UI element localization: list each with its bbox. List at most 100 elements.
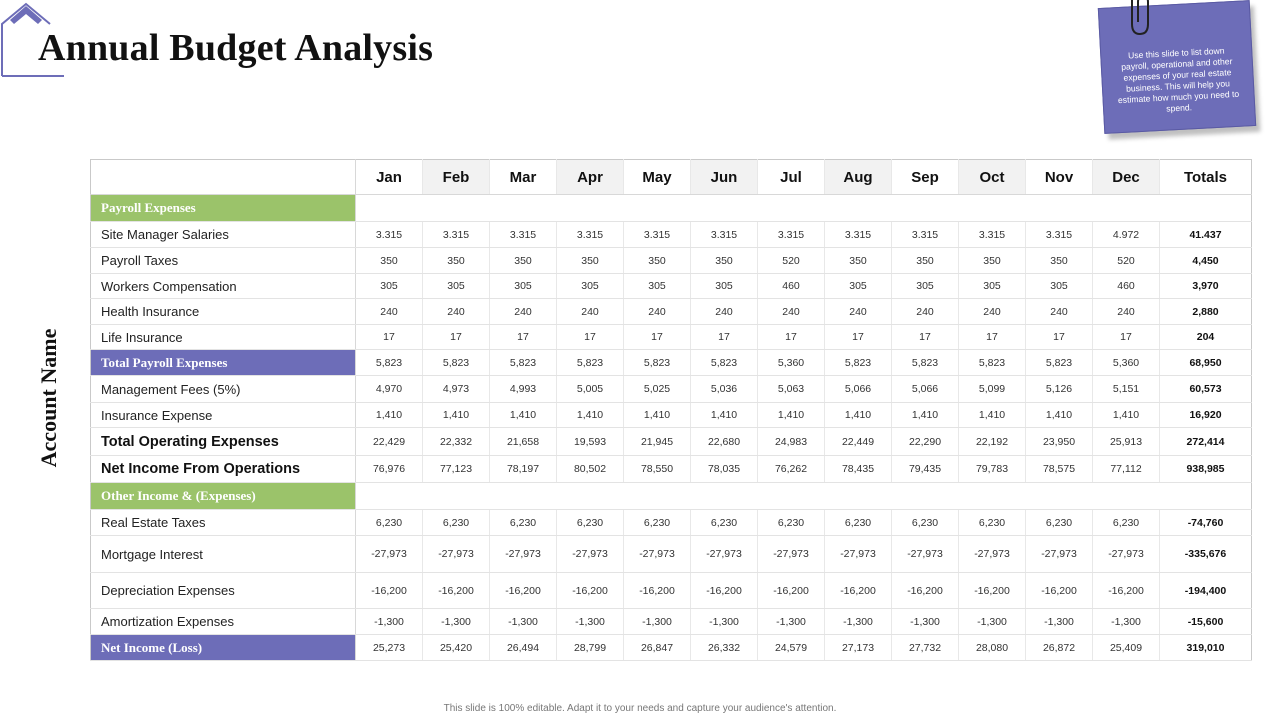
value-cell: 80,502 [556, 455, 624, 483]
value-cell: 305 [690, 273, 758, 299]
value-cell: 3.315 [355, 221, 423, 248]
total-cell: 3,970 [1159, 273, 1252, 299]
value-cell: 3.315 [489, 221, 557, 248]
header-corner [90, 159, 356, 195]
value-cell: 26,332 [690, 634, 758, 661]
total-cell: 204 [1159, 324, 1252, 350]
value-cell: -16,200 [824, 572, 892, 609]
value-cell: -1,300 [355, 608, 423, 635]
value-cell: 5,823 [690, 349, 758, 376]
value-cell: -1,300 [824, 608, 892, 635]
value-cell: 305 [1025, 273, 1093, 299]
row-label: Health Insurance [90, 298, 356, 325]
total-cell: 938,985 [1159, 455, 1252, 483]
value-cell: 27,173 [824, 634, 892, 661]
section-row: Payroll Expenses [90, 194, 1252, 222]
value-cell: -16,200 [422, 572, 490, 609]
value-cell: 21,658 [489, 427, 557, 456]
value-cell: 5,823 [489, 349, 557, 376]
value-cell: 79,435 [891, 455, 959, 483]
value-cell: 3.315 [958, 221, 1026, 248]
section-label: Payroll Expenses [90, 194, 356, 222]
value-cell: 6,230 [891, 509, 959, 536]
value-cell: 17 [556, 324, 624, 350]
value-cell: 350 [1025, 247, 1093, 274]
value-cell: 305 [824, 273, 892, 299]
value-cell: 240 [489, 298, 557, 325]
paperclip-icon [1131, 0, 1149, 36]
month-header-mar: Mar [489, 159, 557, 195]
total-cell: 2,880 [1159, 298, 1252, 325]
footer-note: This slide is 100% editable. Adapt it to… [443, 703, 837, 714]
value-cell: 26,872 [1025, 634, 1093, 661]
value-cell: 22,192 [958, 427, 1026, 456]
row-label: Total Operating Expenses [90, 427, 356, 456]
value-cell: 305 [891, 273, 959, 299]
page-title: Annual Budget Analysis [38, 27, 434, 69]
value-cell: 17 [1025, 324, 1093, 350]
month-header-jun: Jun [690, 159, 758, 195]
value-cell: 305 [958, 273, 1026, 299]
value-cell: -16,200 [757, 572, 825, 609]
table-row: Total Payroll Expenses 5,823 5,823 5,823 5,8… [90, 349, 1252, 376]
value-cell: -1,300 [891, 608, 959, 635]
value-cell: 240 [1025, 298, 1093, 325]
value-cell: 77,123 [422, 455, 490, 483]
section-filler [355, 482, 1252, 510]
value-cell: 78,575 [1025, 455, 1093, 483]
value-cell: 240 [1092, 298, 1160, 325]
value-cell: -16,200 [690, 572, 758, 609]
value-cell: 4,970 [355, 375, 423, 403]
value-cell: -16,200 [355, 572, 423, 609]
row-label: Life Insurance [90, 324, 356, 350]
section-label: Net Income (Loss) [90, 634, 356, 661]
value-cell: 17 [1092, 324, 1160, 350]
value-cell: 1,410 [1025, 402, 1093, 428]
value-cell: 17 [757, 324, 825, 350]
value-cell: -1,300 [1092, 608, 1160, 635]
value-cell: 305 [422, 273, 490, 299]
total-cell: -194,400 [1159, 572, 1252, 609]
value-cell: 17 [690, 324, 758, 350]
value-cell: 17 [623, 324, 691, 350]
row-label: Site Manager Salaries [90, 221, 356, 248]
value-cell: -16,200 [623, 572, 691, 609]
value-cell: -16,200 [958, 572, 1026, 609]
value-cell: 1,410 [355, 402, 423, 428]
value-cell: 24,579 [757, 634, 825, 661]
table-row: Workers Compensation 305 305 305 305 305 305 46… [90, 273, 1252, 299]
value-cell: 5,823 [355, 349, 423, 376]
value-cell: 350 [690, 247, 758, 274]
value-cell: 17 [355, 324, 423, 350]
value-cell: 4,993 [489, 375, 557, 403]
value-cell: 78,550 [623, 455, 691, 483]
value-cell: 1,410 [489, 402, 557, 428]
table-row: Net Income (Loss) 25,273 25,420 26,494 28,79… [90, 634, 1252, 661]
value-cell: 1,410 [623, 402, 691, 428]
value-cell: 350 [422, 247, 490, 274]
total-cell: 16,920 [1159, 402, 1252, 428]
value-cell: -27,973 [623, 535, 691, 573]
value-cell: 3.315 [422, 221, 490, 248]
value-cell: -27,973 [355, 535, 423, 573]
value-cell: 305 [556, 273, 624, 299]
row-label: Net Income From Operations [90, 455, 356, 483]
value-cell: -1,300 [623, 608, 691, 635]
table-row: Real Estate Taxes 6,230 6,230 6,230 6,230 6,2… [90, 509, 1252, 536]
month-header-apr: Apr [556, 159, 624, 195]
value-cell: -27,973 [1025, 535, 1093, 573]
value-cell: 6,230 [489, 509, 557, 536]
value-cell: 5,823 [958, 349, 1026, 376]
value-cell: 22,290 [891, 427, 959, 456]
value-cell: 28,080 [958, 634, 1026, 661]
value-cell: 5,066 [824, 375, 892, 403]
value-cell: 350 [623, 247, 691, 274]
value-cell: -27,973 [422, 535, 490, 573]
value-cell: 26,494 [489, 634, 557, 661]
total-cell: 68,950 [1159, 349, 1252, 376]
value-cell: 240 [355, 298, 423, 325]
value-cell: 27,732 [891, 634, 959, 661]
value-cell: 78,435 [824, 455, 892, 483]
table-row: Depreciation Expenses -16,200 -16,200 -16,2… [90, 572, 1252, 609]
value-cell: 4,973 [422, 375, 490, 403]
